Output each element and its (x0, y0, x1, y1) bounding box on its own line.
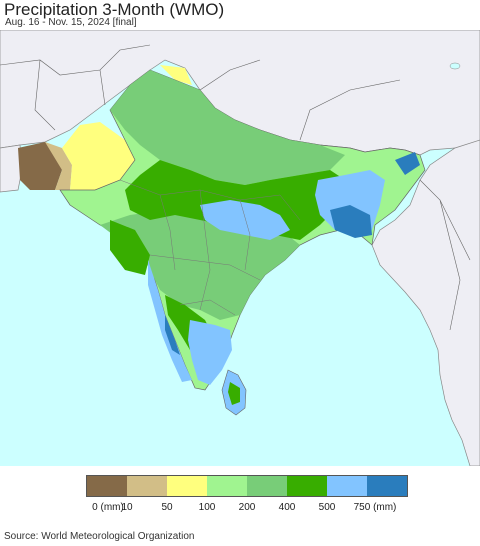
lake-shape (449, 62, 461, 70)
legend-swatch-2 (167, 476, 207, 496)
map-subtitle: Aug. 16 - Nov. 15, 2024 [final] (5, 17, 137, 28)
region-blue-west-coast-dark (165, 315, 180, 355)
outside-land-east (371, 139, 480, 466)
sri-lanka-green (228, 382, 240, 405)
region-low-west (45, 142, 72, 190)
legend-label-7: 750 (mm) (353, 502, 397, 513)
legend-swatch-4 (247, 476, 287, 496)
region-dark-green-central (125, 160, 345, 240)
legend-label-3: 100 (198, 502, 216, 513)
legend-swatch-0 (87, 476, 127, 496)
source-credit: Source: World Meteorological Organizatio… (4, 531, 195, 542)
legend-label-6: 500 (318, 502, 336, 513)
region-medium-green (110, 70, 345, 185)
map-title: Precipitation 3-Month (WMO) (4, 0, 225, 19)
legend-swatch-1 (127, 476, 167, 496)
legend-label-0: 0 (mm) (92, 502, 124, 513)
legend-label-4: 200 (238, 502, 256, 513)
legend-swatch-6 (327, 476, 367, 496)
precipitation-map (0, 30, 480, 466)
region-blue-central (200, 200, 290, 240)
legend-swatch-5 (287, 476, 327, 496)
region-yellow-west (62, 122, 135, 190)
boundary-lines-north (0, 44, 471, 331)
region-dry-west (18, 142, 62, 190)
region-blue-southeast (188, 320, 232, 385)
internal-boundaries (119, 179, 301, 316)
legend-label-5: 400 (278, 502, 296, 513)
color-legend (86, 475, 408, 497)
legend-label-2: 50 (161, 502, 173, 513)
legend-labels: 0 (mm) 10 50 100 200 400 500 750 (mm) (0, 502, 480, 516)
region-dark-green-west (110, 220, 150, 275)
region-dark-blue-bangladesh (330, 205, 372, 238)
legend-swatch-7 (367, 476, 407, 496)
region-dark-blue-northeast (395, 152, 420, 175)
legend-label-1: 10 (121, 502, 133, 513)
map-svg (0, 30, 480, 466)
region-yellow-north (160, 65, 192, 85)
legend-swatch-3 (207, 476, 247, 496)
